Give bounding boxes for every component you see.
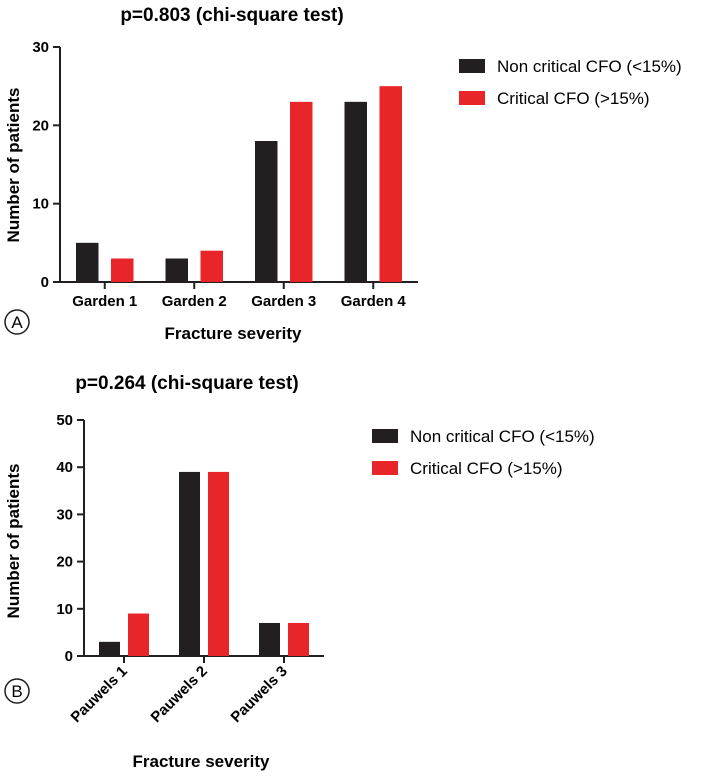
chart-a-bar-critical xyxy=(111,258,134,282)
panel-a-circle xyxy=(4,309,30,335)
panel-label-a: A xyxy=(4,309,30,335)
chart-b-legend: Non critical CFO (<15%) Critical CFO (>1… xyxy=(372,427,595,478)
panel-label-b: B xyxy=(4,678,30,704)
chart-b-category-label: Pauwels 2 xyxy=(148,663,211,726)
panel-b-letter: B xyxy=(11,682,22,701)
chart-a-bar-non-critical xyxy=(76,242,99,282)
chart-a-legend-label-critical: Critical CFO (>15%) xyxy=(497,89,650,108)
panel-b-circle xyxy=(4,678,30,704)
chart-a-category-label: Garden 3 xyxy=(251,293,316,310)
chart-b-bar-critical xyxy=(288,622,309,656)
chart-b-ylabel: Number of patients xyxy=(4,464,23,619)
chart-b-legend-swatch-non-critical xyxy=(372,429,398,443)
chart-a-bar-non-critical xyxy=(344,101,367,282)
chart-a-bar-critical xyxy=(200,250,223,282)
chart-b-ytick-label: 20 xyxy=(56,554,73,571)
chart-b-category-label: Pauwels 1 xyxy=(68,663,131,726)
chart-a-bar-non-critical xyxy=(165,258,188,282)
chart-a-bar-critical xyxy=(379,86,402,283)
chart-b-ytick-label: 40 xyxy=(56,459,73,476)
chart-b-bars xyxy=(99,471,309,656)
chart-a-ytick-label: 20 xyxy=(32,117,49,134)
chart-b-legend-swatch-critical xyxy=(372,461,398,475)
chart-a-bars xyxy=(76,86,402,283)
chart-b-ytick-label: 10 xyxy=(56,601,73,618)
chart-a-category-label: Garden 4 xyxy=(341,293,407,310)
chart-b-ytick-label: 0 xyxy=(65,648,73,665)
chart-a-y-ticks: 0 10 20 30 xyxy=(32,39,60,291)
chart-a-title: p=0.803 (chi-square test) xyxy=(120,5,343,26)
chart-b-legend-label-critical: Critical CFO (>15%) xyxy=(410,459,563,478)
chart-b-xlabel: Fracture severity xyxy=(132,752,270,771)
chart-b-title: p=0.264 (chi-square test) xyxy=(75,373,298,394)
chart-a-legend-swatch-non-critical xyxy=(459,59,485,73)
chart-b-bar-critical xyxy=(128,613,149,656)
chart-a-ytick-label: 0 xyxy=(41,274,49,291)
chart-a-ytick-label: 10 xyxy=(32,196,49,213)
chart-a-ytick-label: 30 xyxy=(32,39,49,56)
chart-b-ytick-label: 30 xyxy=(56,506,73,523)
chart-a-bar-non-critical xyxy=(255,141,278,282)
panel-a-letter: A xyxy=(11,313,23,332)
chart-b: p=0.264 (chi-square test) Number of pati… xyxy=(4,373,595,771)
chart-a-x-ticks: Garden 1 Garden 2 Garden 3 Garden 4 xyxy=(72,282,406,310)
chart-a-legend-label-non-critical: Non critical CFO (<15%) xyxy=(497,57,682,76)
chart-a-category-label: Garden 1 xyxy=(72,293,137,310)
chart-b-legend-label-non-critical: Non critical CFO (<15%) xyxy=(410,427,595,446)
chart-b-bar-non-critical xyxy=(179,471,200,656)
chart-a: p=0.803 (chi-square test) Number of pati… xyxy=(4,5,682,343)
chart-a-bar-critical xyxy=(290,101,313,282)
chart-b-x-ticks: Pauwels 1 Pauwels 2 Pauwels 3 xyxy=(68,656,291,726)
chart-a-legend: Non critical CFO (<15%) Critical CFO (>1… xyxy=(459,57,682,108)
chart-a-xlabel: Fracture severity xyxy=(164,324,302,343)
chart-b-bar-critical xyxy=(208,471,229,656)
chart-a-ylabel: Number of patients xyxy=(4,88,23,243)
chart-b-category-label: Pauwels 3 xyxy=(228,663,291,726)
chart-b-y-ticks: 0 10 20 30 40 50 xyxy=(56,412,84,665)
chart-b-ytick-label: 50 xyxy=(56,412,73,429)
chart-a-category-label: Garden 2 xyxy=(162,293,227,310)
chart-b-bar-non-critical xyxy=(99,641,120,656)
chart-a-legend-swatch-critical xyxy=(459,91,485,105)
chart-b-bar-non-critical xyxy=(259,622,280,656)
